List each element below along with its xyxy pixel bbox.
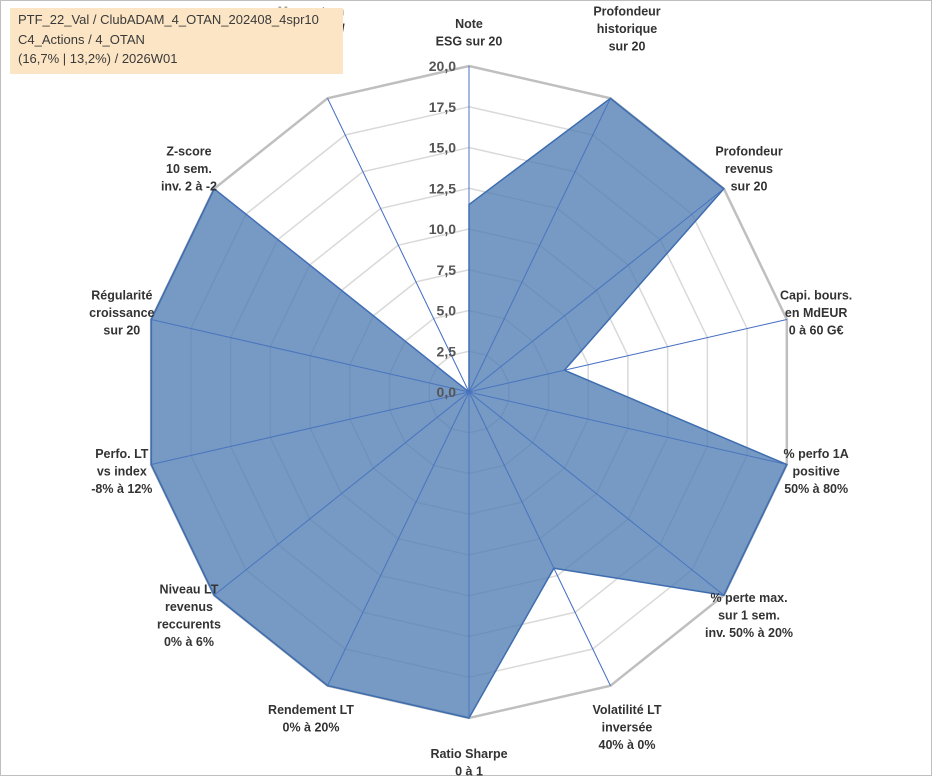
chart-caption-box: PTF_22_Val / ClubADAM_4_OTAN_202408_4spr… (10, 8, 343, 74)
axis-label-line: Profondeur (715, 145, 782, 159)
axis-label-line: % perfo 1A (784, 447, 849, 461)
axis-spoke-overlay (213, 391, 470, 596)
axis-label: Ratio Sharpe 0 à 1 (430, 747, 507, 776)
axis-label-line: Capi. bours. (780, 289, 852, 303)
tick-label: 2,5 (437, 343, 457, 359)
axis-label: Capi. bours. en MdEUR 0 à 60 G€ (780, 289, 852, 338)
axis-label-line: Perfo. LT (95, 447, 149, 461)
axis-label-line: Note (455, 17, 483, 31)
axis-label-line: Régularité (91, 289, 152, 303)
axis-spoke-overlay (468, 98, 611, 393)
axis-spoke-overlay (151, 391, 470, 465)
tick-label: 20,0 (429, 58, 456, 74)
axis-label-line: Z-score (166, 145, 211, 159)
axis-label-line: Rendement LT (268, 703, 354, 717)
tick-label: 15,0 (429, 140, 456, 156)
caption-line-1: PTF_22_Val / ClubADAM_4_OTAN_202408_4spr… (18, 12, 319, 27)
tick-label: 7,5 (437, 262, 457, 278)
tick-label: 12,5 (429, 180, 456, 196)
axis-spoke-overlay (327, 391, 470, 686)
axis-label-line: reccurents (157, 617, 221, 631)
axis-label: Profondeur revenus sur 20 (715, 145, 782, 194)
axis-label-line: sur 20 (103, 324, 140, 338)
caption-line-2: C4_Actions / 4_OTAN (18, 31, 145, 47)
axis-spoke-overlay (468, 188, 725, 393)
axis-spoke-overlay (213, 188, 470, 393)
axis-spoke-overlay (468, 391, 725, 596)
axis-label: Niveau LT revenus reccurents 0% à 6% (157, 582, 221, 649)
axis-label: Rendement LT 0% à 20% (268, 703, 354, 735)
axis-spoke-overlay (468, 319, 787, 393)
axis-label-line: sur 1 sem. (718, 609, 780, 623)
axis-label-line: inversée (602, 721, 653, 735)
axis-label: Profondeur historique sur 20 (593, 4, 660, 53)
axis-label-line: sur 20 (609, 39, 646, 53)
axis-label-line: Niveau LT (160, 582, 219, 596)
axis-label-line: -8% à 12% (91, 482, 152, 496)
axis-spoke-overlay (151, 319, 470, 393)
axis-label-line: vs index (97, 465, 147, 479)
axis-label-line: 50% à 80% (784, 482, 848, 496)
axis-label-line: positive (793, 465, 840, 479)
radar-series (150, 66, 788, 719)
axis-label-line: inv. 2 à -2 (161, 180, 217, 194)
axis-label: Régularité croissance sur 20 (89, 289, 154, 338)
axis-label-line: sur 20 (731, 180, 768, 194)
axis-label: Z-score 10 sem. inv. 2 à -2 (161, 145, 217, 194)
axis-label-line: ESG sur 20 (436, 35, 503, 49)
tick-label: 17,5 (429, 99, 456, 115)
axis-spoke-overlay (468, 391, 787, 465)
axis-spoke-overlay (468, 391, 611, 686)
axis-label-line: % perte max. (710, 591, 787, 605)
caption-line-3: (16,7% | 13,2%) / 2026W01 (18, 51, 178, 66)
radial-tick-labels: 0,0 2,5 5,0 7,5 10,0 12,5 15,0 17,5 20,0 (429, 58, 456, 400)
axis-spoke-overlay (327, 98, 470, 393)
axis-label: % perfo 1A positive 50% à 80% (784, 447, 849, 496)
tick-label: 10,0 (429, 221, 456, 237)
axis-label-line: en MdEUR (785, 306, 848, 320)
axis-label-line: 0 à 1 (455, 765, 483, 776)
axis-label-line: 40% à 0% (599, 738, 656, 752)
axis-label: Note ESG sur 20 (436, 17, 503, 49)
axis-label: Volatilité LT inversée 40% à 0% (593, 703, 662, 752)
axis-label-line: Volatilité LT (593, 703, 662, 717)
axis-label-line: 0% à 20% (283, 721, 340, 735)
axis-label-line: historique (597, 22, 657, 36)
axis-label-line: Profondeur (593, 4, 660, 18)
axis-label-line: croissance (89, 306, 154, 320)
axis-label: Perfo. LT vs index -8% à 12% (91, 447, 152, 496)
axis-label-line: Ratio Sharpe (430, 747, 507, 761)
axis-label-line: inv. 50% à 20% (705, 626, 793, 640)
axis-label-line: revenus (725, 162, 773, 176)
axis-label: % perte max. sur 1 sem. inv. 50% à 20% (705, 591, 793, 640)
axis-label-line: 0% à 6% (164, 635, 214, 649)
tick-label: 5,0 (437, 303, 457, 319)
axis-label-line: revenus (165, 600, 213, 614)
tick-label: 0,0 (437, 384, 457, 400)
axis-label-line: 10 sem. (166, 162, 212, 176)
axis-label-line: 0 à 60 G€ (789, 324, 844, 338)
